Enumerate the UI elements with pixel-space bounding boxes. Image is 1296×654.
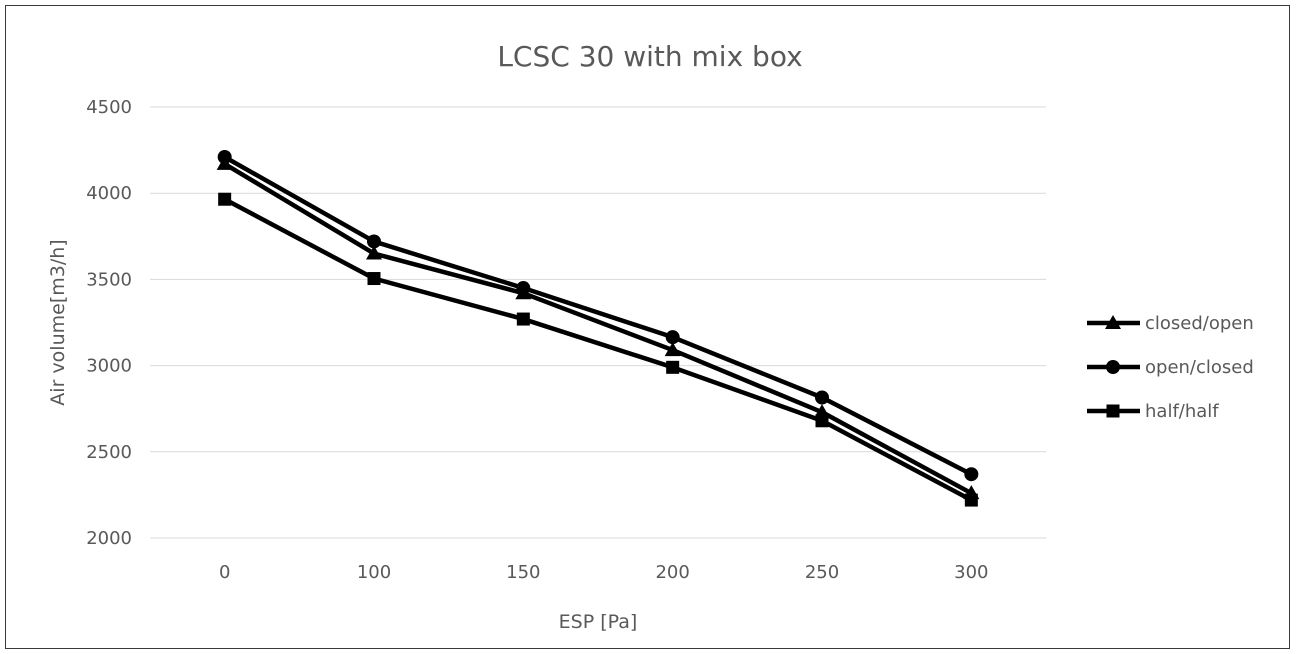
data-point-square [367, 272, 381, 286]
y-tick-label: 4500 [86, 97, 132, 118]
x-tick-label: 200 [655, 562, 689, 583]
legend: closed/open open/closed half/half [1087, 313, 1254, 422]
legend-marker-square [1106, 404, 1120, 418]
y-tick-label: 4000 [86, 183, 132, 204]
legend-marker-triangle [1105, 315, 1121, 329]
y-tick-label: 3000 [86, 356, 132, 377]
x-axis-label: ESP [Pa] [559, 611, 638, 633]
x-axis-ticks: 0 100 150 200 250 300 [219, 562, 989, 583]
legend-item: half/half [1087, 401, 1219, 422]
legend-item: open/closed [1087, 357, 1254, 378]
y-tick-label: 2000 [86, 528, 132, 549]
data-point-square [666, 360, 680, 374]
data-point-circle [665, 330, 680, 345]
y-axis-label: Air volume[m3/h] [47, 239, 69, 405]
data-point-square [516, 312, 530, 326]
legend-label: half/half [1145, 401, 1219, 422]
legend-marker-circle [1106, 360, 1120, 374]
series-line [222, 154, 974, 477]
series-line [222, 196, 974, 503]
data-point-square [815, 414, 829, 428]
data-point-circle [516, 281, 531, 296]
data-point-circle [964, 467, 979, 482]
x-tick-label: 250 [805, 562, 839, 583]
legend-item: closed/open [1087, 313, 1254, 334]
legend-label: open/closed [1145, 357, 1254, 378]
series-half-half [218, 192, 978, 507]
x-tick-label: 0 [219, 562, 230, 583]
x-tick-label: 100 [357, 562, 391, 583]
data-point-circle [367, 234, 381, 249]
chart-title: LCSC 30 with mix box [497, 40, 802, 73]
series-line [222, 161, 974, 496]
data-point-square [964, 493, 978, 507]
legend-label: closed/open [1145, 313, 1254, 334]
x-tick-label: 150 [506, 562, 540, 583]
data-point-square [218, 192, 232, 206]
series-closed-open [216, 155, 980, 500]
data-point-triangle [366, 245, 382, 260]
data-point-circle [217, 149, 232, 164]
y-tick-label: 2500 [86, 442, 132, 463]
data-point-triangle [664, 342, 681, 357]
y-axis-ticks: 2000 2500 3000 3500 4000 4500 [86, 97, 132, 549]
series-open-closed [217, 149, 979, 482]
y-tick-label: 3500 [86, 269, 132, 290]
data-point-circle [815, 390, 829, 405]
x-tick-label: 300 [954, 562, 988, 583]
series-area [216, 149, 980, 507]
